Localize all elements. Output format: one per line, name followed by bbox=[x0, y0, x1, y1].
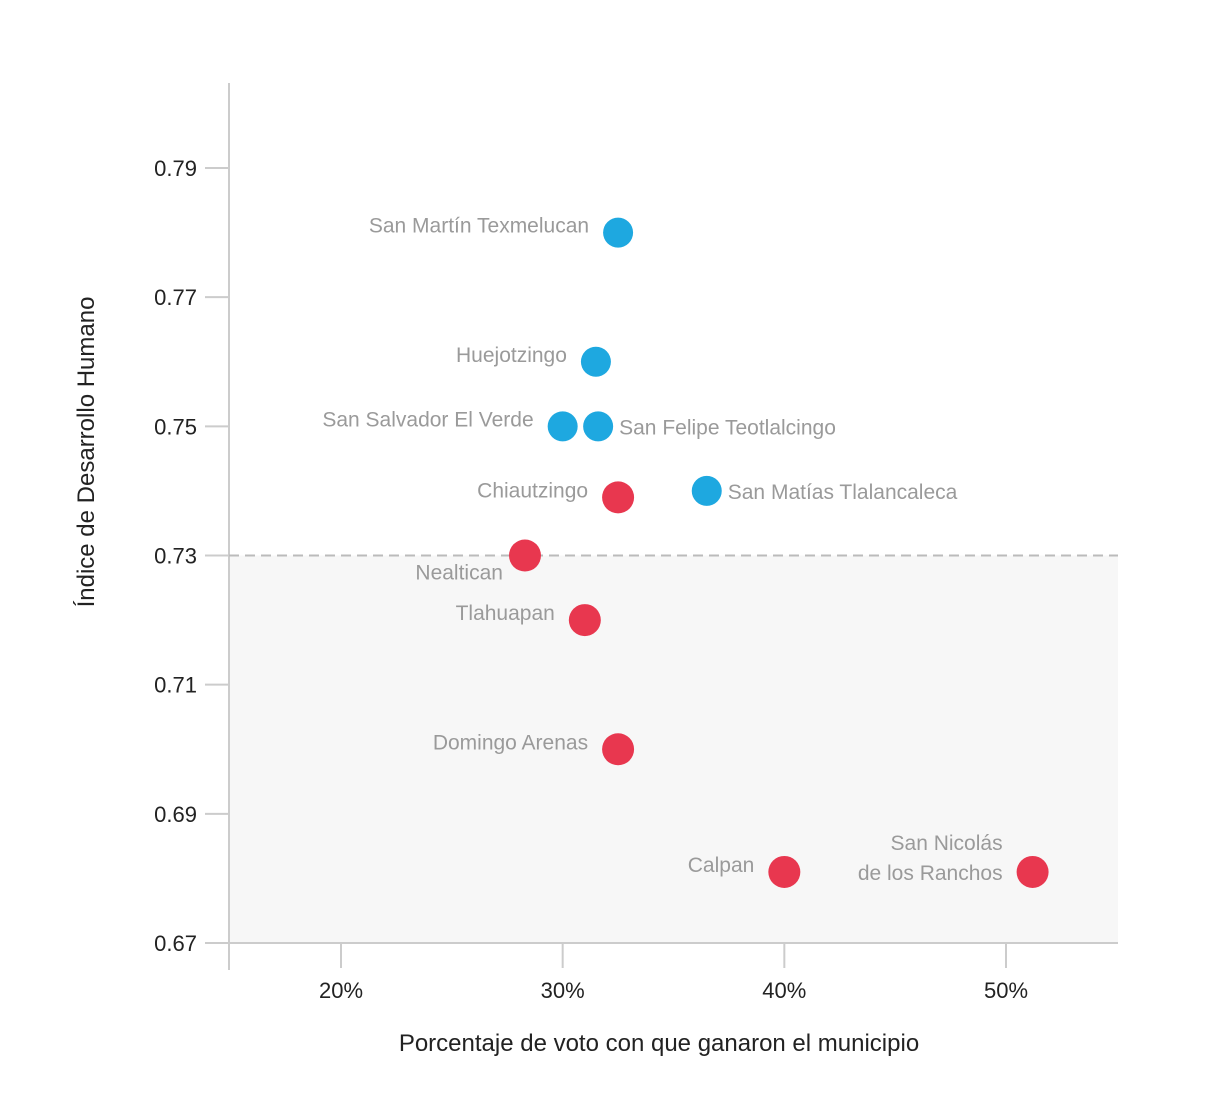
data-point bbox=[691, 475, 722, 506]
y-axis-ticks: 0.67 0.69 0.71 0.73 0.75 0.77 0.79 bbox=[154, 156, 229, 956]
x-tick-label: 30% bbox=[541, 978, 585, 1003]
point-label: San Nicolás bbox=[891, 832, 1003, 855]
x-axis-ticks: 20% 30% 40% 50% bbox=[319, 943, 1028, 1003]
data-points bbox=[508, 217, 1049, 888]
data-point bbox=[768, 855, 801, 888]
point-label: Tlahuapan bbox=[456, 602, 555, 625]
point-label: Calpan bbox=[688, 854, 755, 877]
point-labels: San Martín Texmelucan Huejotzingo San Salv… bbox=[322, 215, 1002, 885]
data-point bbox=[603, 217, 634, 248]
point-label: Chiautzingo bbox=[477, 479, 588, 502]
point-label: Domingo Arenas bbox=[433, 731, 588, 754]
data-point bbox=[602, 481, 635, 514]
point-label: San Salvador El Verde bbox=[322, 408, 533, 431]
point-label: de los Ranchos bbox=[858, 862, 1003, 885]
data-point bbox=[547, 411, 578, 442]
y-axis-title: Índice de Desarrollo Humano bbox=[73, 297, 100, 608]
point-label: Nealtican bbox=[415, 562, 503, 585]
y-tick-label: 0.67 bbox=[154, 931, 197, 956]
y-tick-label: 0.69 bbox=[154, 802, 197, 827]
point-label: San Felipe Teotlalcingo bbox=[619, 416, 836, 439]
data-point bbox=[508, 539, 541, 572]
x-tick-label: 20% bbox=[319, 978, 363, 1003]
y-tick-label: 0.75 bbox=[154, 414, 197, 439]
below-threshold-shade bbox=[229, 555, 1118, 943]
data-point bbox=[580, 346, 611, 377]
point-label: San Matías Tlalancaleca bbox=[728, 481, 958, 504]
x-tick-label: 50% bbox=[984, 978, 1028, 1003]
x-tick-label: 40% bbox=[762, 978, 806, 1003]
y-tick-label: 0.71 bbox=[154, 673, 197, 698]
data-point bbox=[602, 733, 635, 766]
y-tick-label: 0.73 bbox=[154, 544, 197, 569]
y-tick-label: 0.77 bbox=[154, 285, 197, 310]
data-point bbox=[568, 604, 601, 637]
data-point bbox=[583, 411, 614, 442]
data-point bbox=[1016, 855, 1049, 888]
x-axis-title: Porcentaje de voto con que ganaron el mu… bbox=[399, 1030, 919, 1057]
y-tick-label: 0.79 bbox=[154, 156, 197, 181]
point-label: Huejotzingo bbox=[456, 344, 567, 367]
point-label: San Martín Texmelucan bbox=[369, 215, 589, 238]
